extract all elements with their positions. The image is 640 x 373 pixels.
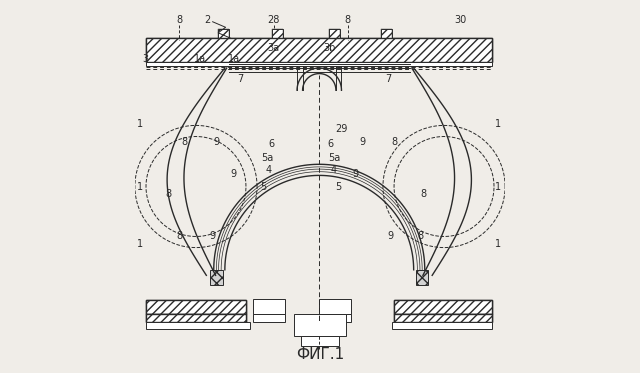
- Text: 5: 5: [335, 182, 342, 191]
- Bar: [392, 322, 492, 329]
- Bar: [146, 300, 246, 314]
- Text: 29: 29: [335, 124, 348, 134]
- Text: 6: 6: [268, 139, 274, 149]
- Polygon shape: [210, 270, 223, 285]
- Bar: [381, 29, 392, 38]
- Bar: [146, 38, 492, 62]
- Bar: [294, 314, 346, 336]
- Text: 1: 1: [138, 182, 143, 191]
- Bar: [146, 62, 492, 66]
- Bar: [146, 300, 246, 314]
- Bar: [146, 314, 246, 322]
- Polygon shape: [415, 270, 428, 285]
- Text: 7: 7: [385, 74, 392, 84]
- Text: 7: 7: [237, 74, 244, 84]
- Text: 1: 1: [495, 182, 500, 191]
- Text: 3: 3: [142, 54, 148, 64]
- Text: 8: 8: [176, 15, 182, 25]
- Bar: [329, 29, 340, 38]
- Text: 9: 9: [387, 232, 394, 241]
- Text: ФИГ.1: ФИГ.1: [296, 347, 344, 362]
- Text: 1: 1: [138, 119, 143, 129]
- Text: 8: 8: [420, 189, 427, 199]
- Text: 1: 1: [495, 239, 500, 249]
- Text: 9: 9: [352, 169, 358, 179]
- Text: 9: 9: [209, 232, 216, 241]
- Text: 8: 8: [182, 137, 188, 147]
- Bar: [146, 314, 246, 322]
- Text: 8: 8: [417, 232, 423, 241]
- Text: 28: 28: [268, 15, 280, 25]
- Text: 1a: 1a: [228, 54, 240, 64]
- Bar: [394, 314, 492, 322]
- Text: 1: 1: [138, 239, 143, 249]
- Text: 5a: 5a: [329, 153, 341, 163]
- Text: 1a: 1a: [194, 54, 205, 64]
- Text: 9: 9: [360, 137, 365, 147]
- Bar: [272, 29, 283, 38]
- Text: 3b: 3b: [323, 43, 335, 53]
- Bar: [301, 336, 339, 346]
- Text: 8: 8: [345, 15, 351, 25]
- Bar: [319, 314, 351, 322]
- Text: 4: 4: [266, 165, 272, 175]
- Bar: [381, 29, 392, 38]
- Text: 30: 30: [454, 15, 467, 25]
- Text: 5: 5: [260, 182, 267, 191]
- Bar: [146, 322, 250, 329]
- Bar: [319, 300, 351, 314]
- Bar: [272, 29, 283, 38]
- Bar: [394, 314, 492, 322]
- Text: 3a: 3a: [268, 43, 280, 53]
- Bar: [394, 300, 492, 314]
- Bar: [146, 38, 492, 62]
- Bar: [394, 300, 492, 314]
- Text: 6: 6: [327, 139, 333, 149]
- Text: 1: 1: [495, 119, 500, 129]
- Text: 2: 2: [204, 15, 210, 25]
- Bar: [329, 29, 340, 38]
- Bar: [218, 29, 229, 38]
- Text: 9: 9: [213, 137, 220, 147]
- Bar: [218, 29, 229, 38]
- Bar: [253, 300, 285, 314]
- Text: 8: 8: [165, 189, 172, 199]
- Bar: [253, 314, 285, 322]
- Text: 5a: 5a: [261, 153, 273, 163]
- Text: 8: 8: [176, 232, 182, 241]
- Text: 8: 8: [391, 137, 397, 147]
- Text: 4: 4: [331, 165, 337, 175]
- Text: 9: 9: [230, 169, 236, 179]
